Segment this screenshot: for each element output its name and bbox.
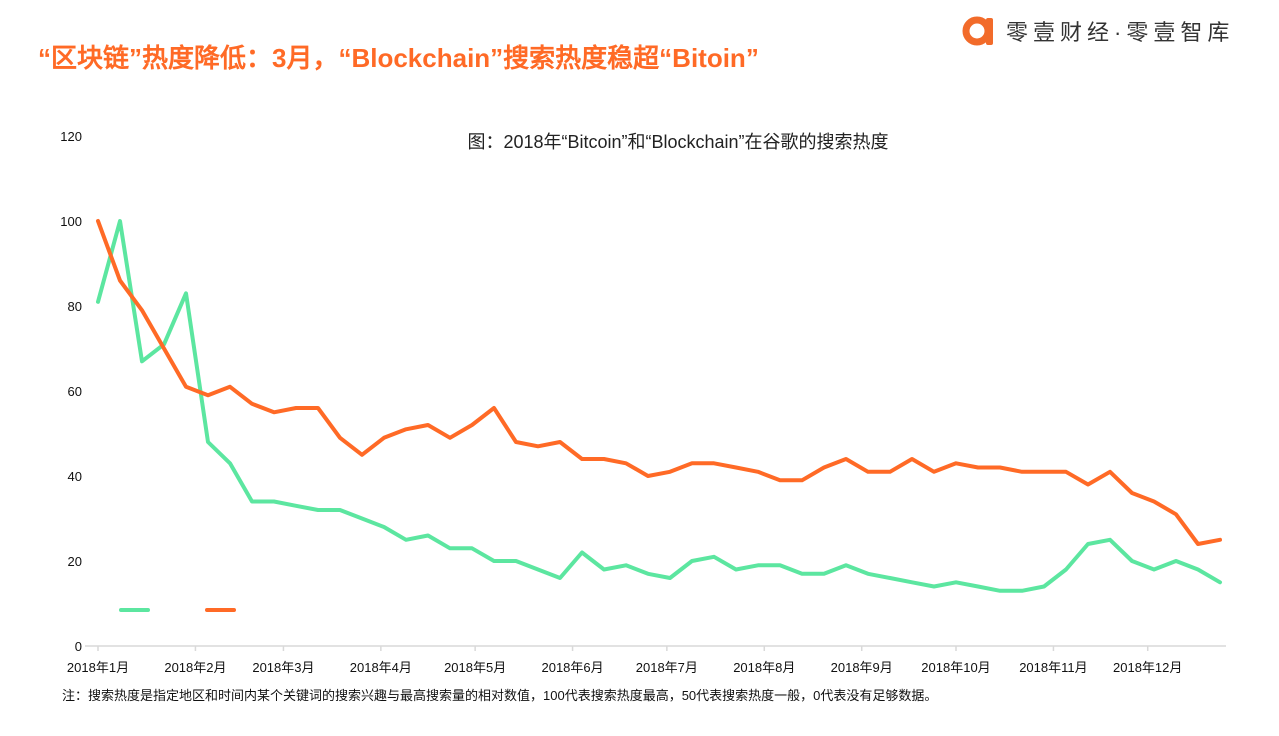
x-tick-label: 2018年11月 <box>1019 660 1087 675</box>
logo-text: 零壹财经·零壹智库 <box>1006 20 1235 45</box>
y-tick-label: 40 <box>68 469 82 484</box>
x-tick-label: 2018年7月 <box>636 660 698 675</box>
x-tick-label: 2018年9月 <box>831 660 893 675</box>
x-tick-label: 2018年10月 <box>921 660 990 675</box>
x-tick-label: 2018年8月 <box>733 660 795 675</box>
x-tick-label: 2018年3月 <box>252 660 314 675</box>
page-title: “区块链”热度降低：3月，“Blockchain”搜索热度稳超“Bitoin” <box>38 43 759 73</box>
y-tick-label: 100 <box>60 214 82 229</box>
x-tick-label: 2018年4月 <box>350 660 412 675</box>
y-tick-label: 60 <box>68 384 82 399</box>
series-line-0 <box>96 219 1222 593</box>
brand-logo: 零壹财经·零壹智库 <box>962 14 1234 48</box>
y-tick-label: 20 <box>68 554 82 569</box>
x-tick-label: 2018年1月 <box>67 660 129 675</box>
footnote: 注：搜索热度是指定地区和时间内某个关键词的搜索兴趣与最高搜索量的相对数值，100… <box>62 688 938 703</box>
y-tick-label: 0 <box>75 639 82 654</box>
x-tick-label: 2018年2月 <box>164 660 226 675</box>
y-tick-label: 80 <box>68 299 82 314</box>
logo-icon <box>962 16 993 46</box>
x-tick-label: 2018年6月 <box>541 660 603 675</box>
series-line-1 <box>96 219 1222 546</box>
x-tick-label: 2018年12月 <box>1113 660 1182 675</box>
y-tick-label: 120 <box>60 129 82 144</box>
chart-title: 图：2018年“Bitcoin”和“Blockchain”在谷歌的搜索热度 <box>467 132 889 152</box>
x-tick-label: 2018年5月 <box>444 660 506 675</box>
